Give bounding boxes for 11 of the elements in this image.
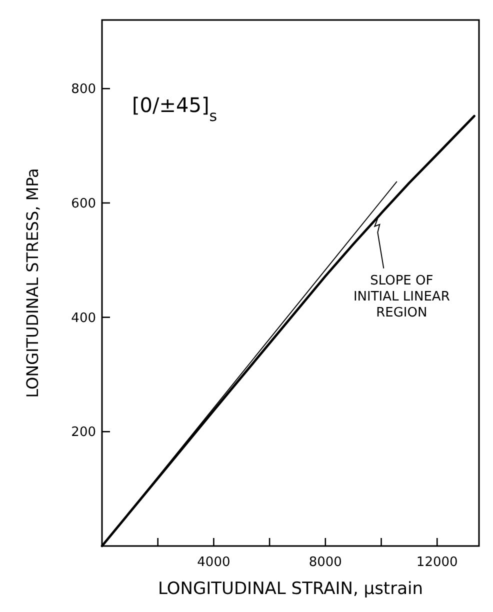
x-tick-label: 8000 [308, 555, 342, 570]
y-axis-title: LONGITUDINAL STRESS, MPa [23, 168, 42, 398]
annotation: [0/±45]$_{s}$ [132, 93, 218, 125]
y-tick-label: 200 [71, 425, 96, 440]
y-tick-label: 800 [71, 82, 96, 98]
x-axis-title: LONGITUDINAL STRAIN, μstrain [158, 579, 424, 599]
y-tick-label: 600 [71, 196, 96, 212]
x-tick-label: 12000 [416, 555, 458, 570]
y-tick-label: 400 [71, 310, 96, 326]
annotation: SLOPE OF INITIAL LINEAR REGION [353, 273, 450, 320]
x-tick-label: 4000 [197, 555, 230, 570]
